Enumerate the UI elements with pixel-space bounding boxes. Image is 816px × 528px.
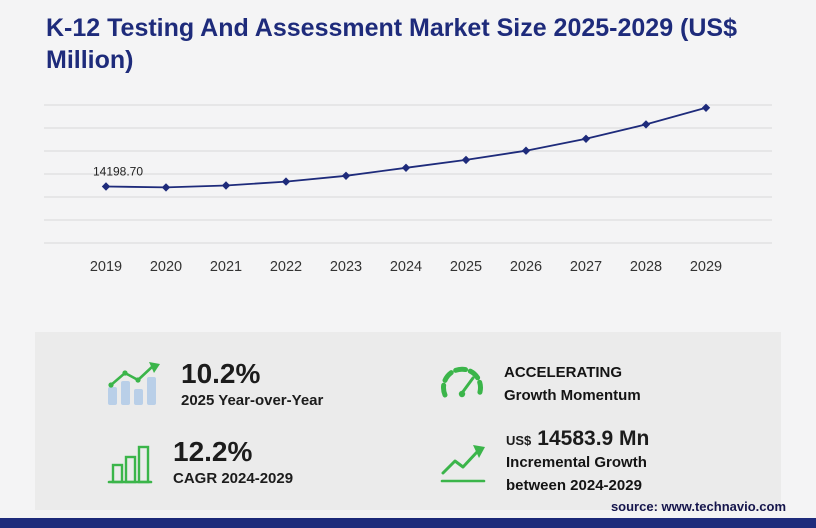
growth-arrow-icon [438,439,488,485]
line-chart-svg: 14198.70 2019 2020 2021 2022 2023 2024 2025 2026… [44,103,772,275]
stats-panel: 10.2% 2025 Year-over-Year ACCELERATING G… [35,332,781,510]
stat-cagr: 12.2% CAGR 2024-2029 [105,426,438,498]
incremental-currency: US$ [506,432,532,448]
speedometer-icon [438,363,486,405]
stat-incremental-text: US$ 14583.9 Mn Incremental Growth betwee… [506,427,649,498]
svg-text:2025: 2025 [450,259,482,275]
svg-text:2024: 2024 [390,259,422,275]
footer-bar [0,518,816,528]
stat-momentum: ACCELERATING Growth Momentum [438,348,771,420]
source-credit: source: www.technavio.com [610,499,786,514]
incremental-line1: Incremental Growth [506,453,647,471]
svg-text:2021: 2021 [210,259,242,275]
yoy-label: 2025 Year-over-Year [181,392,324,410]
yoy-value: 10.2% [181,357,261,389]
svg-text:2029: 2029 [690,259,722,275]
incremental-value: 14583.9 Mn [537,426,650,450]
incremental-line2: between 2024-2029 [506,477,642,494]
svg-text:2023: 2023 [330,259,362,275]
page-title: K-12 Testing And Assessment Market Size … [46,14,738,74]
cagr-label: CAGR 2024-2029 [173,470,294,488]
svg-text:2027: 2027 [570,259,602,275]
market-size-line-chart: 14198.70 2019 2020 2021 2022 2023 2024 2025 2026… [38,95,778,285]
bar-growth-icon [105,360,163,408]
stat-momentum-text: ACCELERATING Growth Momentum [504,361,641,408]
incremental-value-row: US$ 14583.9 Mn [506,427,649,451]
chart-bars-outline-icon [105,439,155,485]
momentum-line1: ACCELERATING [504,363,623,381]
svg-text:2019: 2019 [90,259,122,275]
svg-text:2020: 2020 [150,259,182,275]
svg-text:2026: 2026 [510,259,542,275]
momentum-line2: Growth Momentum [504,387,641,404]
svg-text:2028: 2028 [630,259,662,275]
stat-cagr-text: 12.2% CAGR 2024-2029 [173,435,294,488]
cagr-value: 12.2% [173,435,253,467]
stat-incremental: US$ 14583.9 Mn Incremental Growth betwee… [438,426,771,498]
svg-text:2022: 2022 [270,259,302,275]
stat-yoy: 10.2% 2025 Year-over-Year [105,348,438,420]
stat-yoy-text: 10.2% 2025 Year-over-Year [181,357,324,410]
svg-text:14198.70: 14198.70 [93,165,143,179]
